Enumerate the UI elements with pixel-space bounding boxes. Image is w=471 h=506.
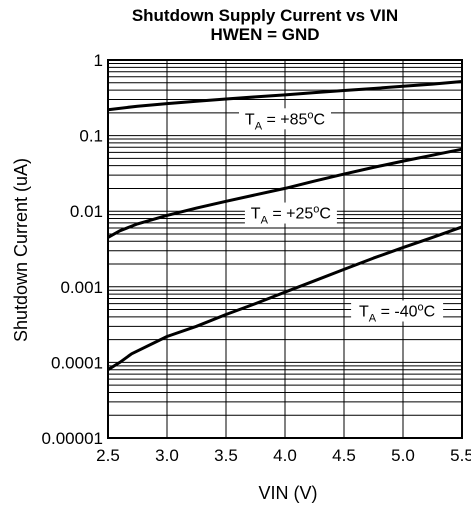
series-label-bg (244, 202, 337, 224)
chart-subtitle: HWEN = GND (210, 25, 319, 44)
y-tick-label: 1 (94, 51, 103, 70)
chart-title: Shutdown Supply Current vs VIN (132, 6, 398, 25)
x-tick-label: 2.5 (96, 446, 120, 465)
y-tick-label: 0.01 (70, 202, 103, 221)
series-label-bg (351, 300, 444, 322)
plot-frame (107, 59, 463, 439)
series-labels: TA = +85oC TA = +25oC TA = -40oC (239, 108, 444, 325)
series-lines (107, 80, 463, 371)
series-line (107, 225, 463, 371)
y-tick-label: 0.1 (79, 127, 103, 146)
x-tick-label: 3.5 (214, 446, 238, 465)
y-tick-label: 0.001 (60, 278, 103, 297)
y-tick-label: 0.00001 (42, 429, 103, 448)
x-tick-label: 3.0 (155, 446, 179, 465)
x-tick-labels: 2.5 3.0 3.5 4.0 4.5 5.0 5.5 (96, 446, 471, 465)
x-tick-label: 4.0 (273, 446, 297, 465)
y-axis-label: Shutdown Current (uA) (11, 158, 31, 342)
y-tick-label: 0.0001 (51, 353, 103, 372)
series-label-bg (239, 108, 331, 130)
x-tick-label: 4.5 (332, 446, 356, 465)
x-tick-label: 5.5 (450, 446, 471, 465)
series-line (107, 147, 463, 239)
y-tick-labels: 0.00001 0.0001 0.001 0.01 0.1 1 (42, 51, 103, 448)
series-label: TA = +25oC (251, 204, 331, 227)
x-axis-label: VIN (V) (258, 483, 317, 503)
x-tick-label: 5.0 (391, 446, 415, 465)
series-line (107, 80, 463, 112)
series-label: TA = +85oC (245, 109, 325, 132)
series-label: TA = -40oC (359, 302, 435, 325)
